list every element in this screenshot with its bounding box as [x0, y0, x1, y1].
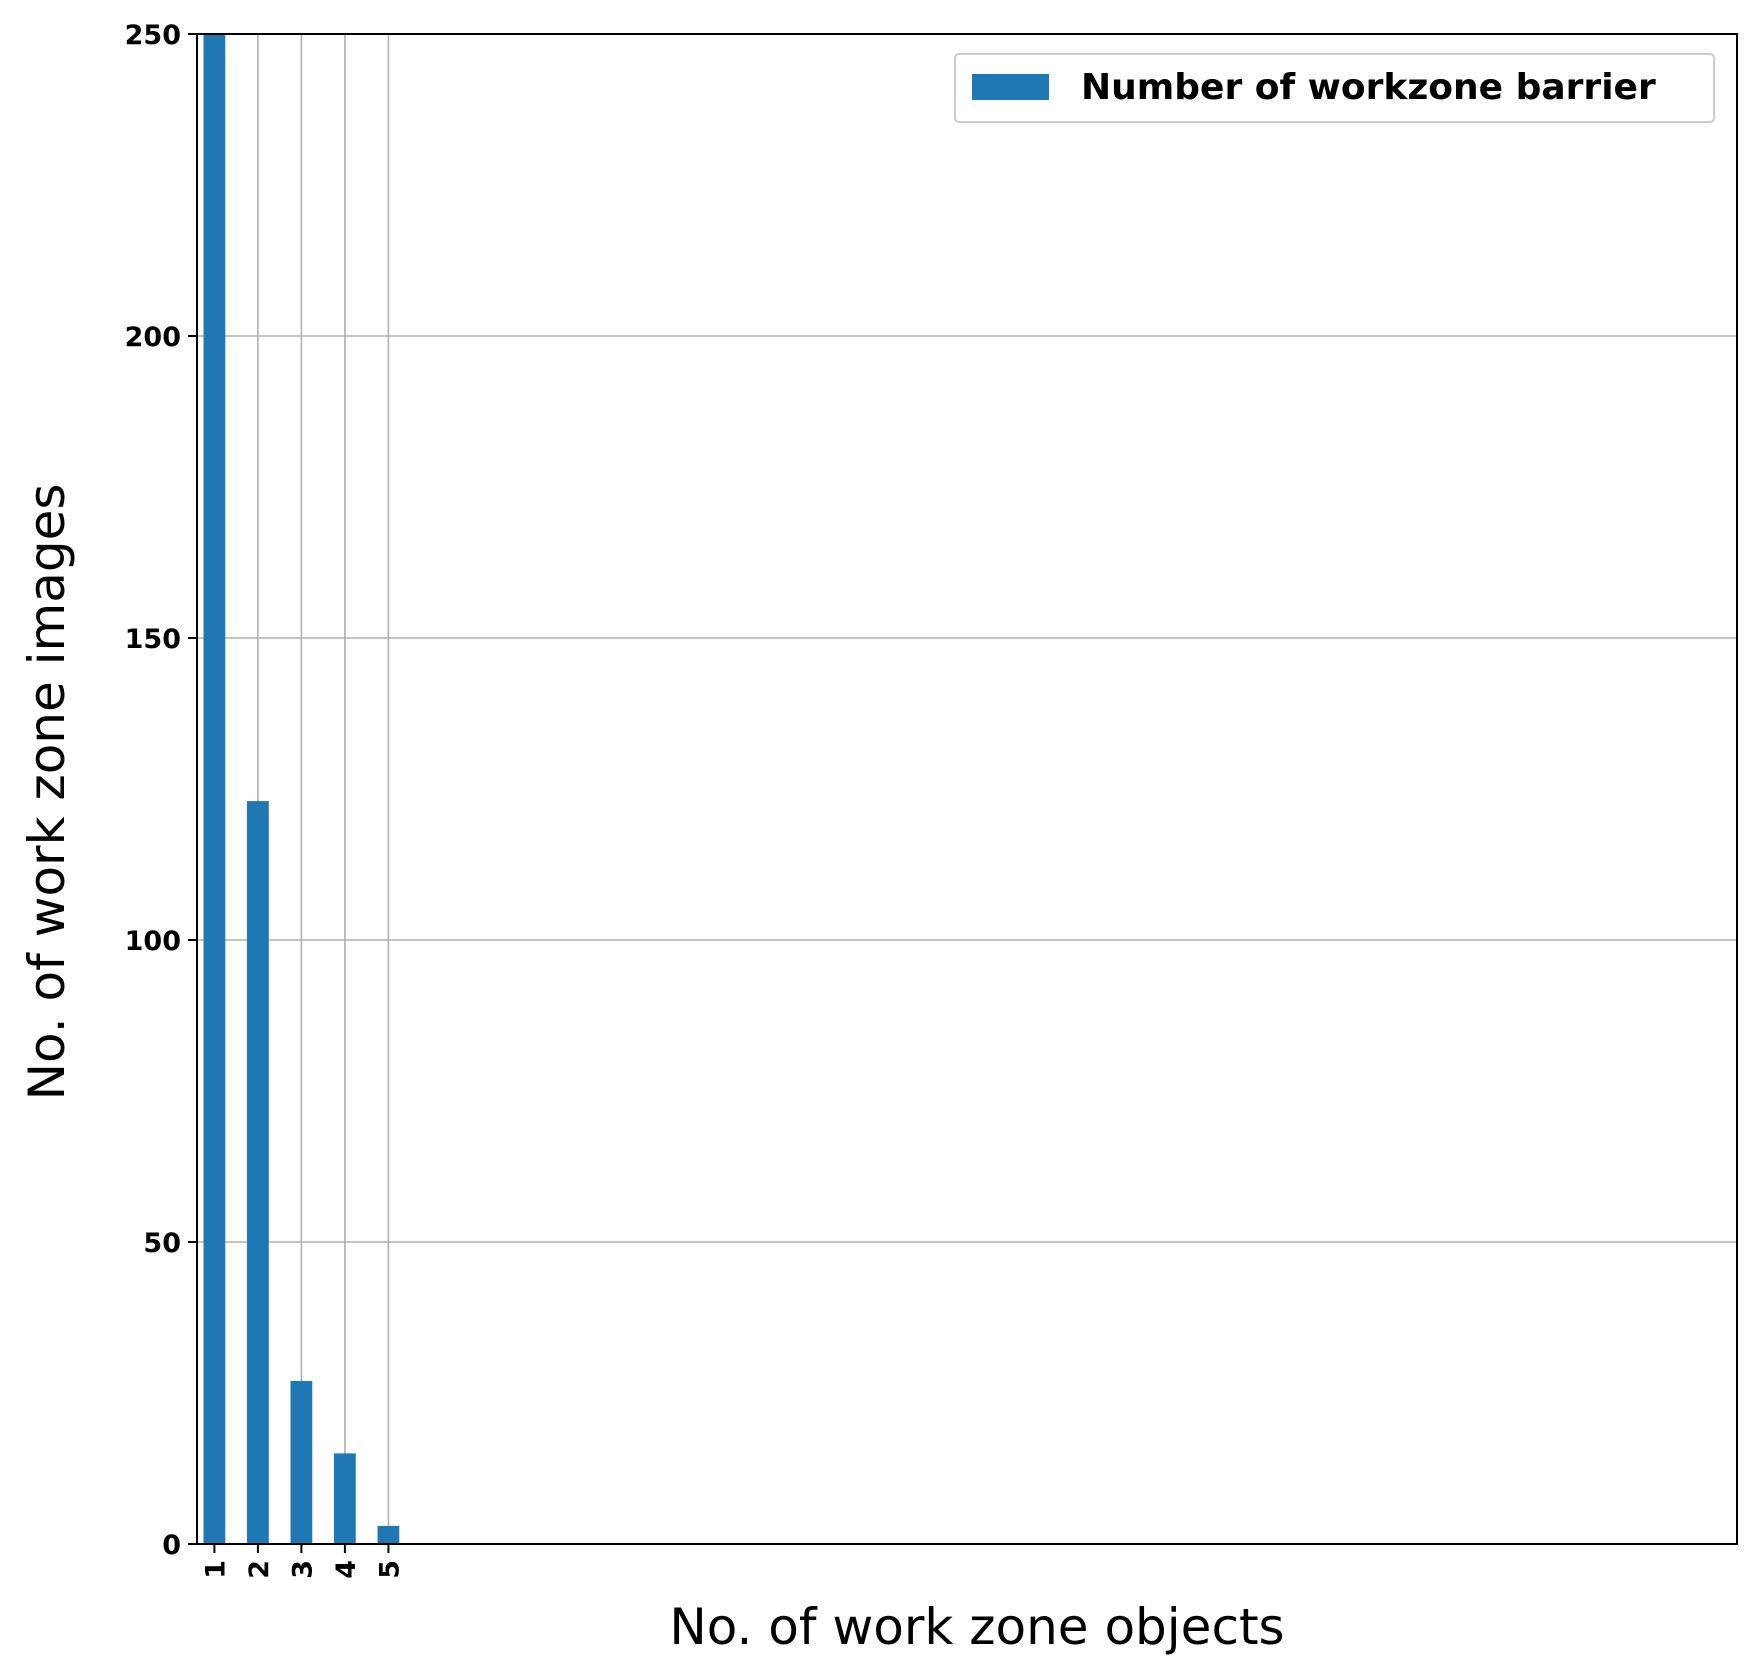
legend: Number of workzone barrier	[954, 53, 1715, 123]
x-tick-label: 3	[287, 1560, 318, 1579]
x-tick-label: 1	[200, 1560, 231, 1579]
y-tick-label: 150	[125, 624, 181, 655]
x-tick-label: 4	[331, 1560, 362, 1579]
legend-label: Number of workzone barrier	[1081, 67, 1656, 108]
bar-1	[203, 34, 226, 1544]
legend-box	[954, 53, 1715, 123]
bar-5	[377, 1525, 400, 1544]
y-tick-label: 0	[162, 1530, 181, 1561]
bar-3	[290, 1380, 313, 1544]
bar-2	[247, 801, 269, 1544]
bars	[203, 34, 400, 1544]
plot-frame	[196, 33, 1738, 1545]
bar-4	[334, 1453, 356, 1544]
grid-lines	[197, 33, 1737, 1545]
x-tick-label: 2	[244, 1560, 275, 1579]
legend-swatch	[972, 74, 1049, 100]
y-tick-label: 50	[143, 1228, 181, 1259]
y-tick-label: 100	[125, 926, 181, 957]
y-axis-title: No. of work zone images	[18, 484, 76, 1101]
y-tick-label: 250	[125, 20, 181, 51]
y-axis-ticks: 0 50 100 150 200 250	[125, 20, 197, 1561]
x-axis-title: No. of work zone objects	[669, 1598, 1284, 1656]
x-tick-label: 5	[374, 1560, 405, 1579]
y-tick-label: 200	[125, 322, 181, 353]
